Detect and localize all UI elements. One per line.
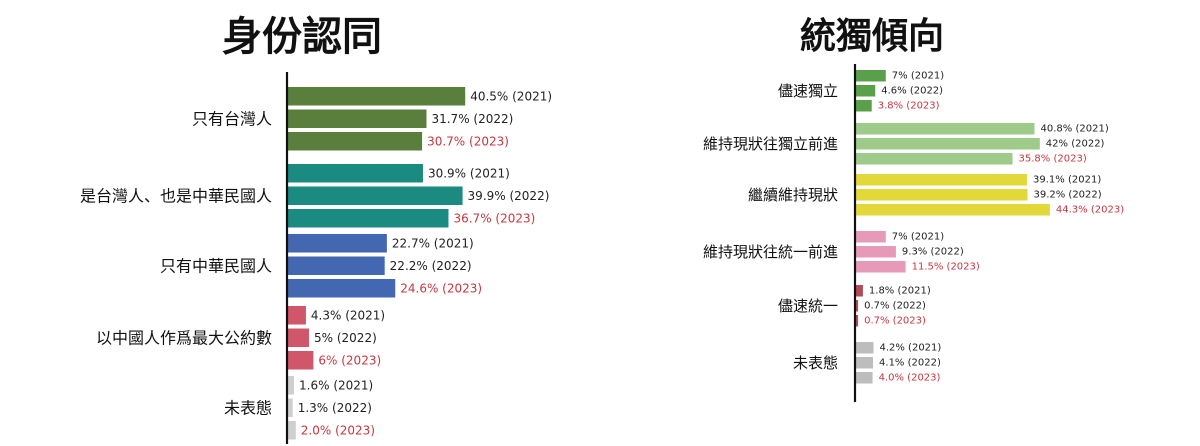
chart1-category-label-2: 是台灣人、也是中華民國人 — [80, 186, 272, 205]
chart1-value-label-3-2023: 24.6% (2023) — [400, 281, 482, 295]
chart2-bar-1-2022 — [855, 85, 876, 97]
chart2-bar-1-2021 — [855, 70, 886, 82]
chart2-value-label-1-2023: 3.8% (2023) — [878, 100, 940, 111]
chart2-bar-2-2022 — [855, 138, 1040, 150]
chart1-value-label-1-2022: 31.7% (2022) — [431, 112, 513, 126]
chart1-bar-1-2022 — [287, 109, 427, 128]
chart1-bar-1-2021 — [287, 87, 466, 106]
chart2-value-label-3-2023: 44.3% (2023) — [1056, 204, 1124, 215]
chart2-bar-6-2022 — [855, 357, 874, 369]
chart2-category-label-2: 維持現狀往獨立前進 — [703, 135, 838, 153]
chart2-value-label-3-2022: 39.2% (2022) — [1033, 189, 1101, 200]
chart2-value-label-5-2023: 0.7% (2023) — [864, 315, 926, 326]
chart2-category-label-1: 儘速獨立 — [778, 82, 838, 100]
chart2-bar-5-2022 — [855, 300, 859, 312]
chart2-title: 統獨傾向 — [800, 16, 944, 57]
chart2-value-label-2-2023: 35.8% (2023) — [1019, 153, 1087, 164]
chart2-bar-5-2023 — [855, 315, 859, 327]
chart1-bar-2-2023 — [287, 209, 449, 228]
chart1-bar-3-2023 — [287, 279, 396, 298]
chart2-bar-2-2023 — [855, 153, 1013, 165]
chart2-category-label-4: 維持現狀往統一前進 — [703, 243, 838, 261]
chart2-category-label-6: 未表態 — [793, 354, 838, 372]
chart1-bar-5-2022 — [287, 398, 293, 417]
chart2-value-label-3-2021: 39.1% (2021) — [1033, 174, 1101, 185]
chart2-value-label-4-2023: 11.5% (2023) — [912, 261, 980, 272]
chart1-value-label-5-2022: 1.3% (2022) — [298, 401, 372, 415]
chart2-bar-6-2023 — [855, 372, 873, 384]
chart1-bar-2-2022 — [287, 186, 463, 205]
chart2-bar-1-2023 — [855, 100, 872, 112]
chart2-value-label-1-2022: 4.6% (2022) — [881, 85, 943, 96]
chart1-bar-4-2022 — [287, 328, 309, 347]
chart1-value-label-4-2023: 6% (2023) — [318, 353, 381, 367]
chart2-category-label-5: 儘速統一 — [778, 297, 838, 315]
chart2-bar-4-2022 — [855, 246, 896, 258]
chart1-value-label-1-2021: 40.5% (2021) — [470, 89, 552, 103]
chart1-bar-2-2021 — [287, 164, 423, 183]
chart1-value-label-5-2023: 2.0% (2023) — [301, 423, 375, 437]
chart1-category-label-4: 以中國人作爲最大公約數 — [96, 328, 272, 347]
chart2-value-label-4-2022: 9.3% (2022) — [902, 246, 964, 257]
chart2-bar-5-2021 — [855, 285, 863, 297]
chart1-value-label-5-2021: 1.6% (2021) — [299, 378, 373, 392]
chart1-bar-5-2023 — [287, 421, 296, 440]
chart2-value-label-5-2021: 1.8% (2021) — [869, 285, 931, 296]
chart1-value-label-2-2023: 36.7% (2023) — [453, 211, 535, 225]
chart2-value-label-2-2021: 40.8% (2021) — [1041, 123, 1109, 134]
chart1-bar-1-2023 — [287, 132, 423, 151]
chart1-category-label-1: 只有台灣人 — [192, 109, 272, 128]
chart2-bar-4-2021 — [855, 231, 886, 243]
chart1-value-label-2-2021: 30.9% (2021) — [428, 166, 510, 180]
chart2-value-label-5-2022: 0.7% (2022) — [864, 300, 926, 311]
chart1-bar-5-2021 — [287, 376, 295, 395]
chart2-bar-2-2021 — [855, 123, 1035, 135]
chart2-bar-3-2022 — [855, 189, 1028, 201]
chart2-value-label-6-2022: 4.1% (2022) — [879, 357, 941, 368]
chart2-value-label-6-2023: 4.0% (2023) — [879, 372, 941, 383]
chart2-value-label-6-2021: 4.2% (2021) — [879, 342, 941, 353]
chart2-bar-6-2021 — [855, 342, 874, 354]
chart1-bar-4-2021 — [287, 306, 306, 325]
chart1-title: 身份認同 — [222, 14, 382, 60]
chart1-value-label-4-2021: 4.3% (2021) — [311, 308, 385, 322]
chart1-bar-4-2023 — [287, 351, 314, 370]
chart1-category-label-3: 只有中華民國人 — [160, 256, 272, 275]
chart2-value-label-4-2021: 7% (2021) — [892, 231, 944, 242]
chart1-value-label-2-2022: 39.9% (2022) — [468, 189, 550, 203]
chart1-bar-3-2022 — [287, 256, 385, 275]
chart1-value-label-1-2023: 30.7% (2023) — [427, 134, 509, 148]
chart1-value-label-4-2022: 5% (2022) — [314, 331, 377, 345]
chart2-bar-4-2023 — [855, 261, 906, 273]
chart2-bar-3-2021 — [855, 174, 1028, 186]
chart1-bar-3-2021 — [287, 234, 387, 253]
chart2-value-label-2-2022: 42% (2022) — [1046, 138, 1105, 149]
chart1-category-label-5: 未表態 — [224, 398, 272, 417]
chart1-value-label-3-2022: 22.2% (2022) — [390, 259, 472, 273]
chart2-category-label-3: 繼續維持現狀 — [748, 186, 838, 204]
chart1-value-label-3-2021: 22.7% (2021) — [392, 236, 474, 250]
chart2-value-label-1-2021: 7% (2021) — [892, 70, 944, 81]
chart2-bar-3-2023 — [855, 204, 1050, 216]
